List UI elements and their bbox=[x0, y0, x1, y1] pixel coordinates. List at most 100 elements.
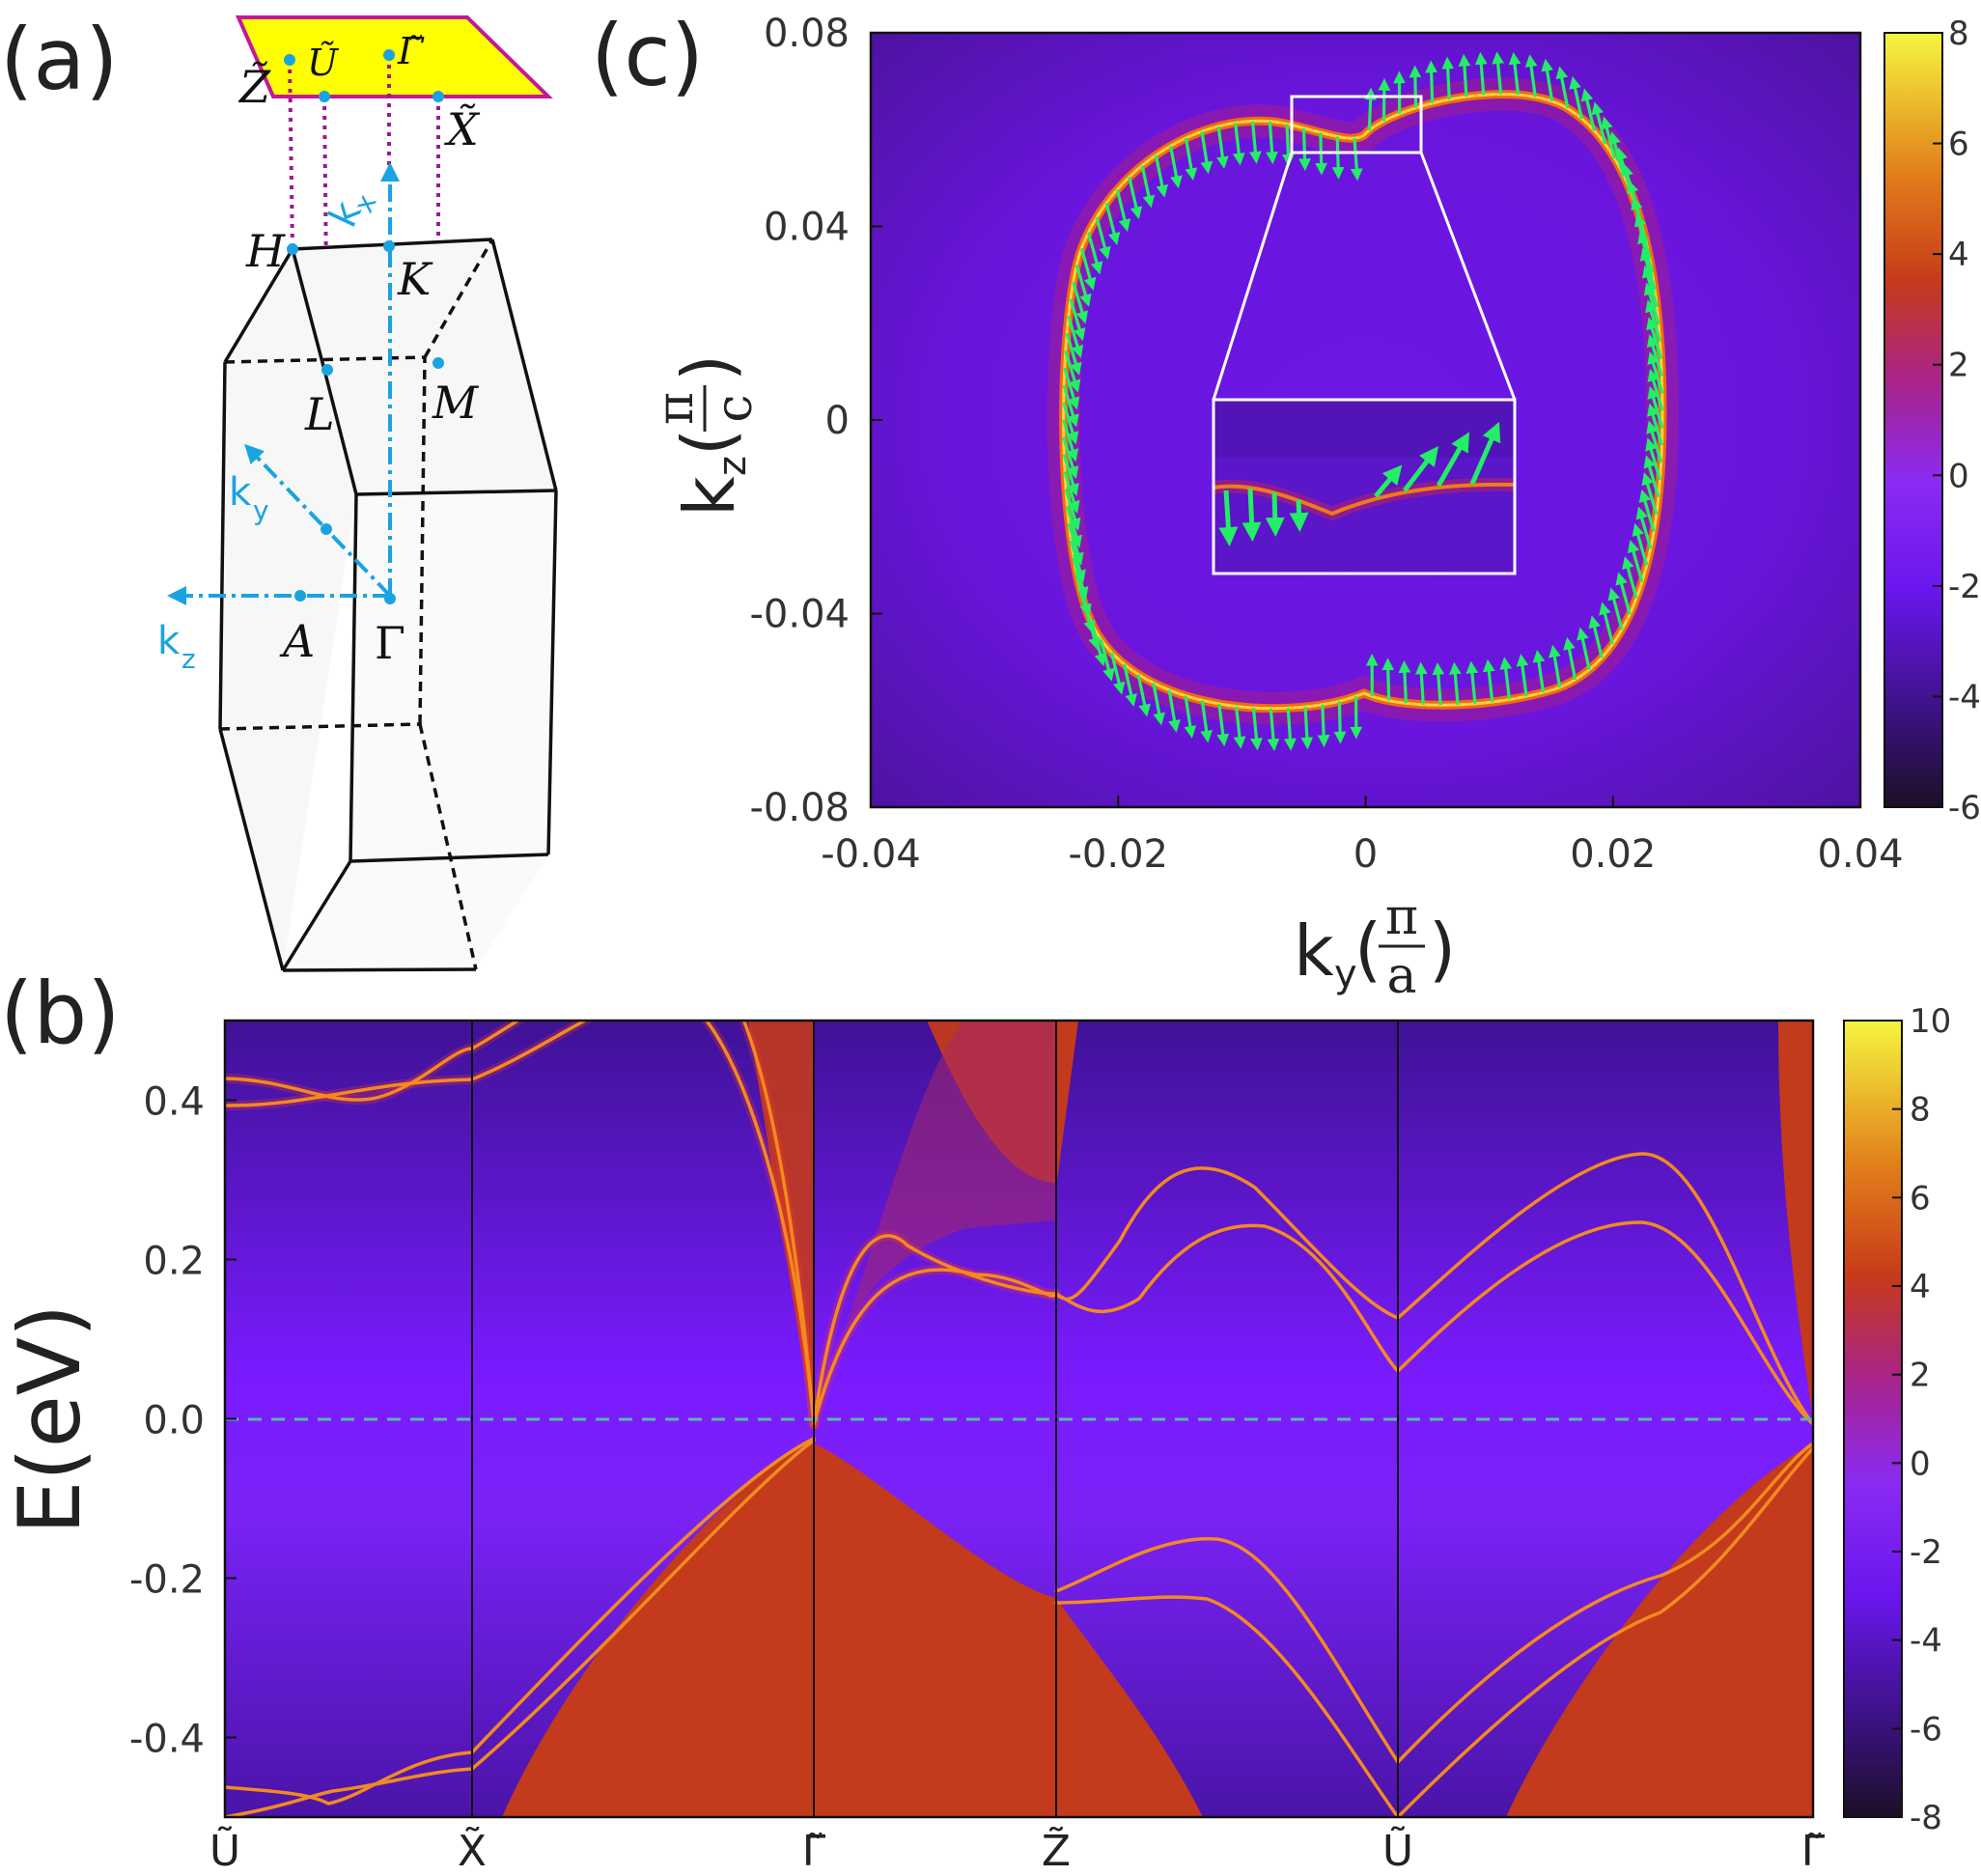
spin-texture-arrows bbox=[1062, 51, 1664, 752]
b-ytick-label: 0.0 bbox=[143, 1399, 205, 1443]
label-Gamma: Γ bbox=[375, 617, 405, 669]
b-ytick-label: 0.2 bbox=[143, 1240, 205, 1284]
c-cbtick-label: 8 bbox=[1948, 14, 1969, 53]
spin-arrow bbox=[1627, 540, 1644, 583]
svg-text:k: k bbox=[669, 476, 750, 517]
spin-arrow bbox=[1599, 602, 1614, 645]
spin-arrow bbox=[1641, 472, 1659, 516]
spin-arrow bbox=[1516, 654, 1529, 697]
spin-arrow bbox=[1549, 644, 1562, 688]
spin-arrow bbox=[1441, 56, 1455, 100]
label-K: K bbox=[397, 253, 433, 305]
c-xtick-label: -0.04 bbox=[821, 832, 921, 877]
b-cbtick-label: -8 bbox=[1910, 1799, 1942, 1837]
label-Ztilde: Z̃ bbox=[237, 61, 271, 113]
kpath-label: Γ̃ bbox=[1801, 1827, 1826, 1876]
c-cbtick-label: -2 bbox=[1948, 568, 1981, 606]
kpath-label: Γ̃ bbox=[802, 1827, 826, 1876]
c-cbtick-label: 6 bbox=[1948, 126, 1969, 164]
spin-arrow bbox=[1474, 51, 1488, 96]
panel-b-colorbar bbox=[1843, 1020, 1903, 1818]
spin-arrow bbox=[1432, 661, 1445, 706]
panel-c-xlabel: k y ( π a ) bbox=[1294, 888, 1456, 1005]
kpath-label: Ũ bbox=[209, 1826, 240, 1876]
band-lower-4 bbox=[1054, 1446, 1813, 1817]
c-xtick-label: -0.02 bbox=[1069, 832, 1169, 877]
spin-arrow bbox=[1331, 136, 1345, 180]
spin-arrow bbox=[1284, 708, 1297, 751]
svg-text:π: π bbox=[647, 392, 705, 425]
c-xtick-label: 0.02 bbox=[1570, 832, 1656, 877]
band-upper-3 bbox=[812, 1234, 1058, 1426]
spin-arrow bbox=[1266, 121, 1278, 165]
spin-arrow bbox=[1184, 695, 1197, 739]
spin-arrow bbox=[1232, 122, 1245, 166]
spin-arrow bbox=[1267, 708, 1280, 752]
b-cbtick-label: -2 bbox=[1910, 1533, 1942, 1572]
panel-c-yticks: 0.08 0.04 0 -0.04 -0.08 bbox=[750, 12, 882, 830]
spin-arrow bbox=[1074, 265, 1092, 307]
panel-b-label: (b) bbox=[0, 964, 121, 1063]
panel-c-ylabel: k z ( π c ) bbox=[647, 354, 764, 517]
spin-arrow bbox=[1104, 202, 1121, 245]
spin-arrow bbox=[1168, 145, 1183, 189]
b-cbtick-label: 0 bbox=[1910, 1444, 1931, 1483]
spin-arrow bbox=[1398, 659, 1411, 704]
band-upper-6 bbox=[1054, 1220, 1813, 1426]
panel-b-ylabel: E(eV) bbox=[0, 1304, 99, 1535]
spin-arrow bbox=[1250, 707, 1263, 751]
c-xtick-label: 0 bbox=[1353, 832, 1378, 877]
label-Xtilde: X̃ bbox=[444, 103, 481, 155]
c-cbtick-label: -4 bbox=[1948, 678, 1981, 716]
band-upper-4 bbox=[812, 1268, 1058, 1426]
spin-arrow bbox=[1448, 661, 1462, 706]
spin-arrow bbox=[1350, 138, 1363, 182]
b-cbtick-label: 10 bbox=[1910, 1002, 1951, 1041]
spin-arrow bbox=[1409, 65, 1422, 108]
label-M: M bbox=[432, 377, 480, 429]
b-cbtick-label: -6 bbox=[1910, 1710, 1942, 1749]
panel-c-colorbar-ticks: 8 6 4 2 0 -2 -4 -6 bbox=[1933, 14, 1981, 827]
zoom-connector-left bbox=[1212, 152, 1294, 401]
kz-label: k z bbox=[157, 619, 196, 675]
c-cbtick-label: 0 bbox=[1948, 457, 1969, 495]
spin-arrow bbox=[1216, 126, 1229, 170]
spin-arrow bbox=[1364, 87, 1378, 131]
c-xtick-label: 0.04 bbox=[1817, 832, 1903, 877]
spin-arrow bbox=[1086, 232, 1103, 275]
b-ytick-label: -0.2 bbox=[129, 1558, 205, 1603]
label-A: A bbox=[279, 615, 315, 667]
spin-arrow bbox=[1317, 704, 1330, 748]
spin-arrow bbox=[1109, 652, 1126, 695]
spin-arrow bbox=[1381, 658, 1395, 701]
panel-b-yticks: 0.4 0.2 0.0 -0.2 -0.4 bbox=[129, 1080, 237, 1762]
spin-arrow bbox=[1576, 627, 1591, 670]
bulk-continuum bbox=[502, 1021, 1813, 1817]
svg-text:a: a bbox=[1386, 947, 1416, 1005]
spin-arrow bbox=[1216, 703, 1230, 747]
b-cbtick-label: 8 bbox=[1910, 1091, 1931, 1130]
panel-b-colorbar-ticks: 10 8 6 4 2 0 -2 -4 -6 -8 bbox=[1892, 1002, 1951, 1837]
spin-arrow bbox=[1563, 636, 1577, 681]
ky-label: k y bbox=[229, 470, 269, 526]
spin-arrow bbox=[1298, 127, 1311, 172]
c-cbtick-label: 4 bbox=[1948, 236, 1969, 274]
spin-arrow bbox=[1555, 66, 1570, 109]
spin-arrow bbox=[1588, 615, 1604, 658]
panel-a-label: (a) bbox=[0, 10, 119, 109]
spin-arrow bbox=[1140, 165, 1156, 209]
k-vectors bbox=[167, 162, 400, 605]
spin-arrow bbox=[1079, 247, 1097, 291]
zoom-connector-right bbox=[1419, 152, 1517, 401]
spin-arrow bbox=[1300, 706, 1314, 750]
panel-c-xticks: -0.04 -0.02 0 0.02 0.04 bbox=[821, 796, 1904, 877]
high-symmetry-lines bbox=[471, 1021, 1399, 1817]
c-ytick-label: 0.04 bbox=[764, 206, 850, 250]
spin-arrow bbox=[1638, 489, 1656, 532]
spin-arrow bbox=[1569, 76, 1583, 120]
svg-text:(: ( bbox=[1354, 909, 1381, 990]
svg-text:z: z bbox=[181, 643, 196, 675]
kpath-label: Z̃ bbox=[1042, 1825, 1071, 1876]
spin-arrow bbox=[1069, 298, 1086, 342]
